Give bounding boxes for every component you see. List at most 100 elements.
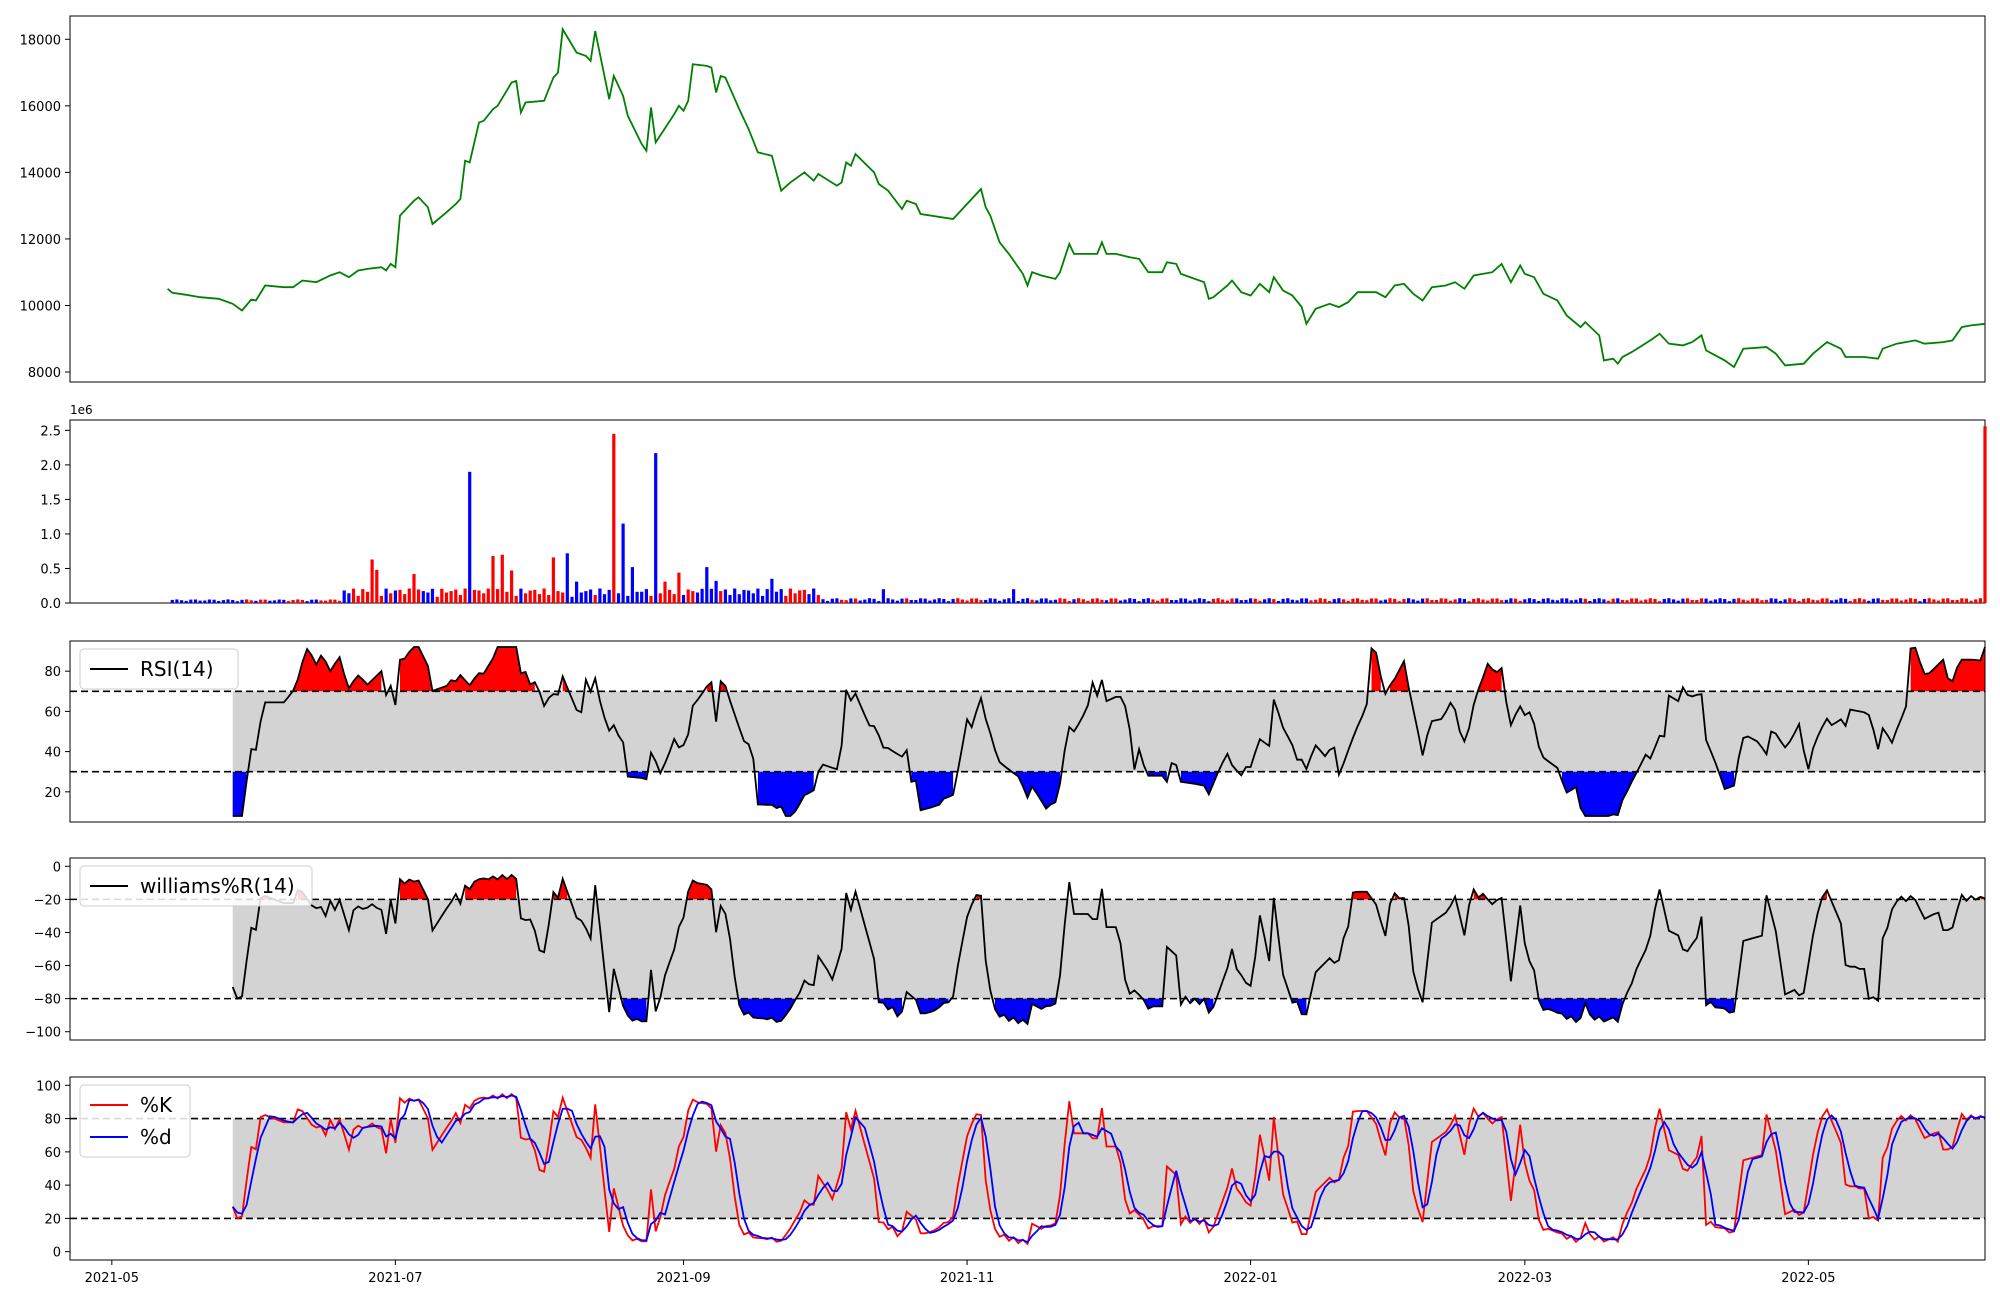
volume-bar (1672, 599, 1676, 603)
williams-oversold-fill (915, 998, 949, 1014)
volume-bar (1885, 600, 1889, 603)
volume-bar (737, 594, 741, 603)
volume-bar (1723, 599, 1727, 603)
volume-bar (1760, 600, 1764, 603)
volume-bar (1360, 599, 1364, 603)
volume-bar (830, 598, 834, 603)
price-line (167, 26, 1986, 369)
volume-bar (1862, 599, 1866, 603)
volume-ytick-label: 2.5 (40, 424, 61, 439)
volume-bar (1620, 599, 1625, 603)
rsi-oversold-fill (911, 771, 954, 811)
volume-bar (765, 589, 769, 603)
volume-bar (1253, 598, 1257, 603)
volume-bar (974, 598, 978, 603)
williams-ytick-label: −80 (34, 993, 61, 1008)
volume-bar (840, 599, 844, 603)
volume-bar (826, 600, 830, 603)
volume-bar (942, 599, 946, 603)
volume-bar (1551, 599, 1555, 603)
volume-bar (612, 433, 616, 603)
volume-bar (1388, 598, 1392, 603)
volume-bar (1379, 600, 1383, 603)
volume-bar (998, 600, 1002, 603)
volume-bar (988, 598, 992, 603)
volume-bar (1165, 598, 1169, 603)
volume-bar (1393, 598, 1397, 603)
volume-bar (240, 599, 244, 603)
volume-bar (705, 567, 709, 603)
price-ytick-label: 14000 (20, 166, 61, 181)
volume-bar (1402, 599, 1406, 603)
volume-bar (1755, 598, 1759, 603)
volume-bar (807, 594, 811, 603)
volume-bar (965, 600, 969, 603)
rsi-ytick-label: 20 (44, 786, 61, 801)
volume-bar (310, 599, 314, 603)
rsi-overbought-fill (1390, 661, 1409, 692)
volume-bar (1132, 598, 1136, 603)
volume-bar (1527, 598, 1532, 603)
williams-neutral-band (232, 899, 1986, 999)
volume-bar (1936, 600, 1941, 603)
volume-bar (1235, 598, 1239, 603)
volume-bar (1699, 598, 1704, 603)
volume-bar (1653, 598, 1657, 603)
price-ytick-label: 18000 (20, 33, 61, 48)
volume-bar (1625, 600, 1629, 603)
volume-bar (189, 599, 193, 603)
volume-offset-label: 1e6 (70, 403, 93, 417)
volume-bar (1616, 598, 1620, 603)
volume-bar (426, 592, 430, 603)
williams-ytick-label: −60 (34, 960, 61, 975)
volume-bar (1820, 598, 1824, 603)
volume-bar (728, 595, 732, 603)
volume-bar (1137, 601, 1141, 603)
volume-bar (1012, 589, 1016, 603)
volume-bar (1788, 598, 1792, 603)
volume-bar (649, 595, 653, 603)
volume-bar (1067, 601, 1071, 603)
volume-bar (1685, 598, 1690, 603)
volume-bar (575, 581, 579, 603)
volume-bar (379, 595, 383, 603)
williams-line (231, 873, 1986, 1026)
volume-bar (1063, 598, 1067, 603)
volume-ytick-label: 1.5 (40, 493, 61, 508)
volume-bar (286, 601, 291, 603)
volume-bar (193, 599, 198, 603)
volume-bar (1114, 598, 1118, 603)
x-tick-label: 2022-01 (1223, 1271, 1277, 1286)
volume-bar (1314, 599, 1318, 603)
volume-bar (1458, 598, 1462, 603)
williams-overbought-fill (400, 879, 428, 900)
volume-bar (1802, 598, 1806, 603)
volume-bar (1848, 601, 1852, 603)
rsi-legend-label: RSI(14) (140, 657, 214, 681)
volume-bar (1104, 600, 1109, 603)
volume-bar (291, 600, 295, 603)
volume-bar (1486, 600, 1490, 603)
volume-bar (788, 588, 792, 603)
volume-bar (170, 599, 174, 603)
volume-bar (1606, 600, 1611, 603)
volume-bar (1188, 600, 1192, 603)
price-ytick-label: 12000 (20, 233, 61, 248)
volume-bar (1588, 601, 1592, 603)
volume-bar (1913, 598, 1917, 603)
volume-bar (802, 589, 806, 603)
volume-bar (444, 592, 449, 603)
volume-bar (881, 589, 885, 603)
volume-bar (1337, 598, 1341, 603)
volume-bar (607, 589, 611, 603)
volume-bar (551, 557, 555, 603)
volume-bar (668, 589, 672, 603)
volume-bar (1179, 598, 1183, 603)
volume-bar (282, 599, 286, 603)
stoch-legend-label: %K (140, 1093, 173, 1117)
price-ytick-label: 8000 (28, 366, 61, 381)
volume-bar (1309, 600, 1313, 603)
volume-bar (328, 599, 332, 603)
